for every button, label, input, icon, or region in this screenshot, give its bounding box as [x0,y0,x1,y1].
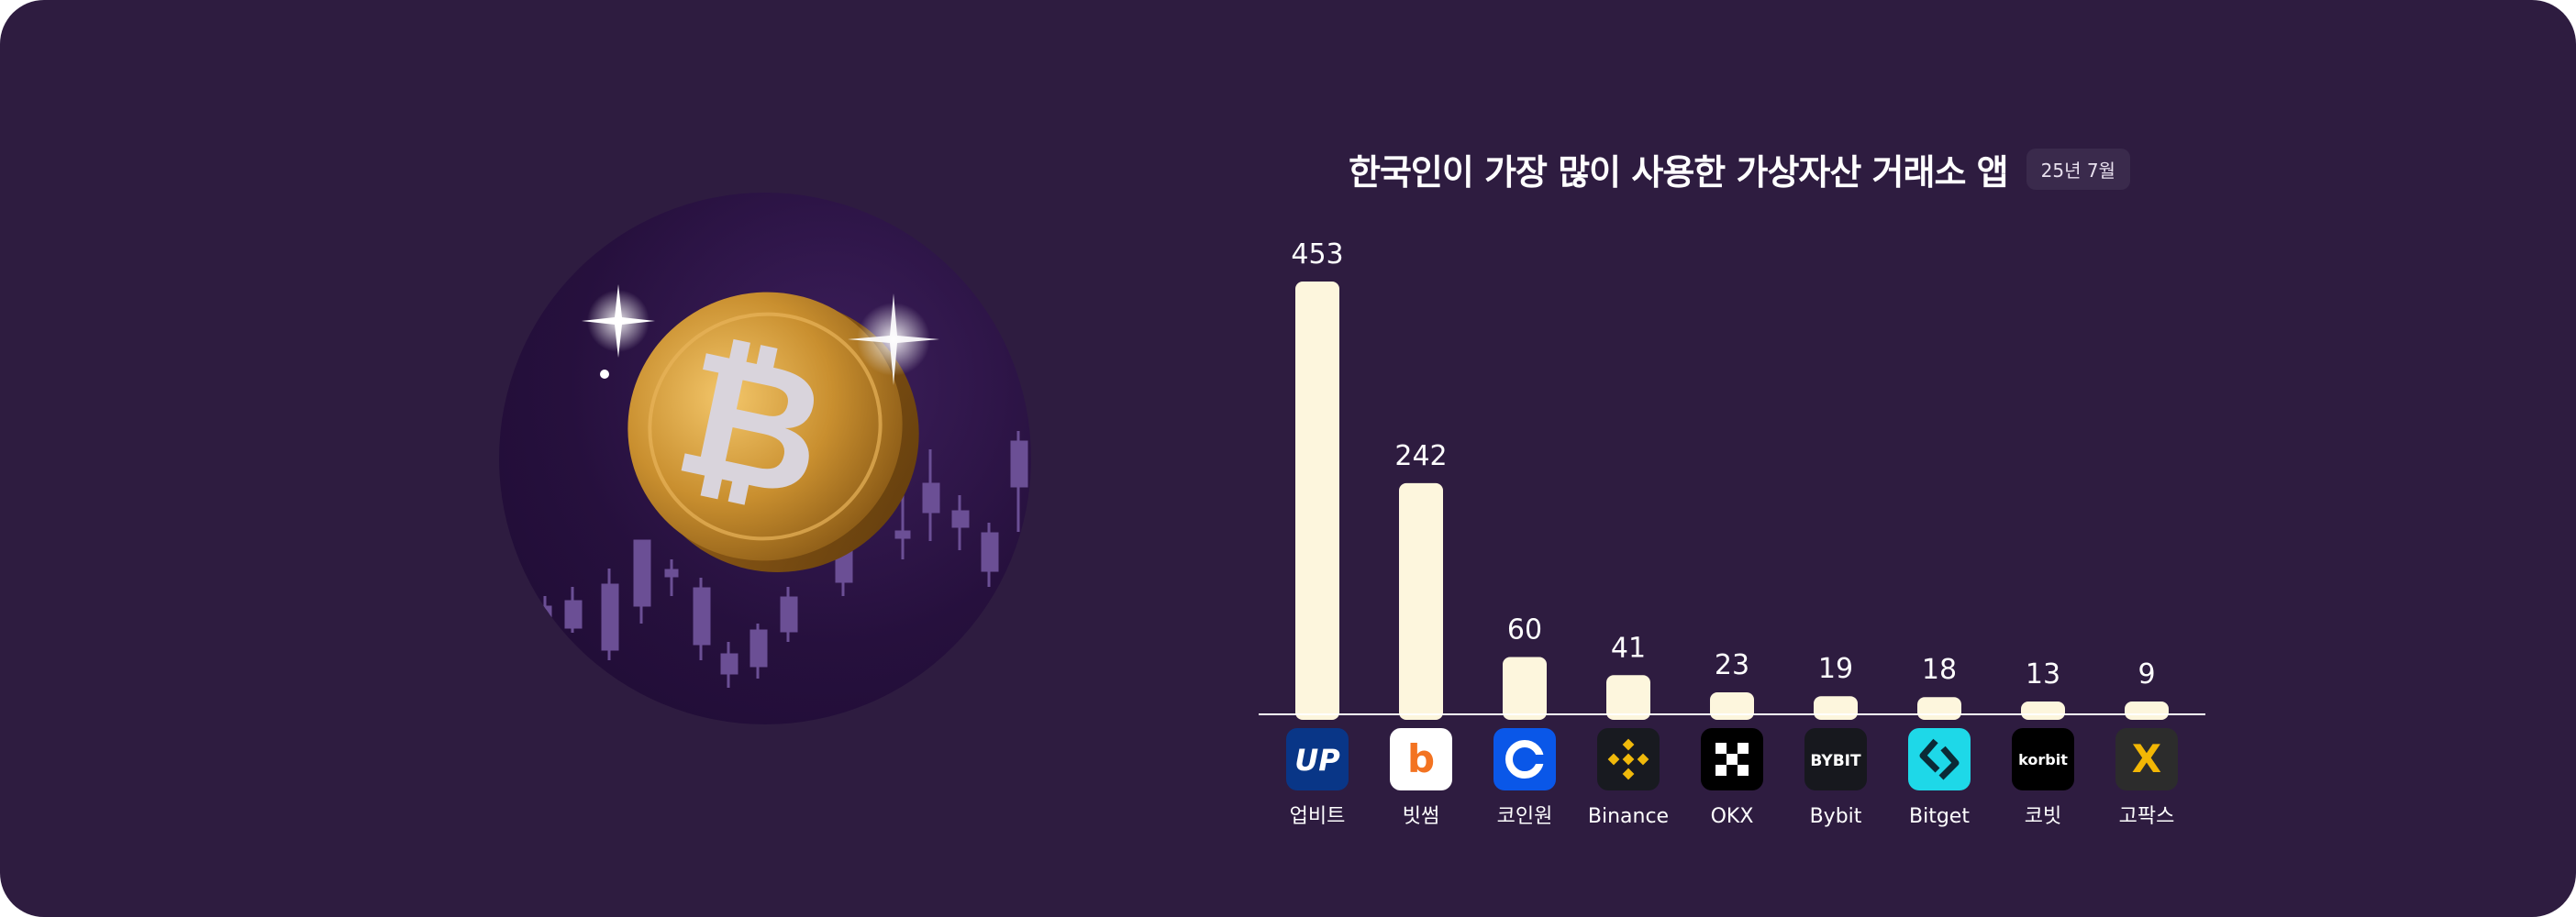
category-label: Binance [1588,805,1669,828]
bar [1917,697,1961,720]
svg-text:UP: UP [1294,743,1340,778]
bitget-logo-icon [1908,728,1971,790]
bitcoin-illustration: ₿ [499,193,1031,724]
svg-text:X: X [2132,736,2161,781]
svg-text:b: b [1407,736,1435,781]
category-label: 코인원 [1497,805,1553,828]
bar [1503,657,1547,720]
okx-logo-icon [1701,728,1763,790]
chart-title: 한국인이 가장 많이 사용한 가상자산 거래소 앱 [1349,151,2009,193]
bar-value-label: 23 [1715,649,1749,681]
bar [1399,482,1443,720]
bar-value-label: 13 [2026,658,2060,691]
bar [2021,702,2065,720]
gopax-logo-icon: X [2115,728,2178,790]
bar-value-label: 9 [2137,658,2155,691]
bar [1606,675,1650,720]
binance-logo-icon [1597,728,1660,790]
bar [1814,696,1858,720]
bar-value-label: 242 [1394,440,1447,472]
korbit-logo-icon: korbit [2012,728,2074,790]
category-label: 코빗 [2025,805,2061,828]
svg-text:korbit: korbit [2018,751,2068,768]
period-badge: 25년 7월 [2026,148,2130,190]
bar [1710,692,1754,720]
coinone-logo-icon [1493,728,1556,790]
bar-value-label: 60 [1507,613,1542,646]
category-label: 업비트 [1290,805,1346,828]
bybit-logo-icon: BYBIT [1804,728,1867,790]
bithumb-logo-icon: b [1390,728,1452,790]
bar [1295,282,1339,720]
bar-value-label: 453 [1291,238,1343,271]
category-label: OKX [1711,805,1754,828]
category-label: 빗썸 [1403,805,1439,828]
chart-header: 한국인이 가장 많이 사용한 가상자산 거래소 앱 25년 7월 [1349,145,2130,193]
svg-text:BYBIT: BYBIT [1810,752,1861,770]
bar-value-label: 41 [1611,632,1646,664]
category-label: Bitget [1909,805,1970,828]
bar-value-label: 18 [1922,654,1957,686]
bar-value-label: 19 [1818,653,1853,685]
category-label: Bybit [1810,805,1862,828]
bar [2125,702,2169,720]
upbit-logo-icon: UP [1286,728,1349,790]
category-label: 고팍스 [2119,805,2175,828]
bitcoin-coin-icon: ₿ [538,284,1028,688]
